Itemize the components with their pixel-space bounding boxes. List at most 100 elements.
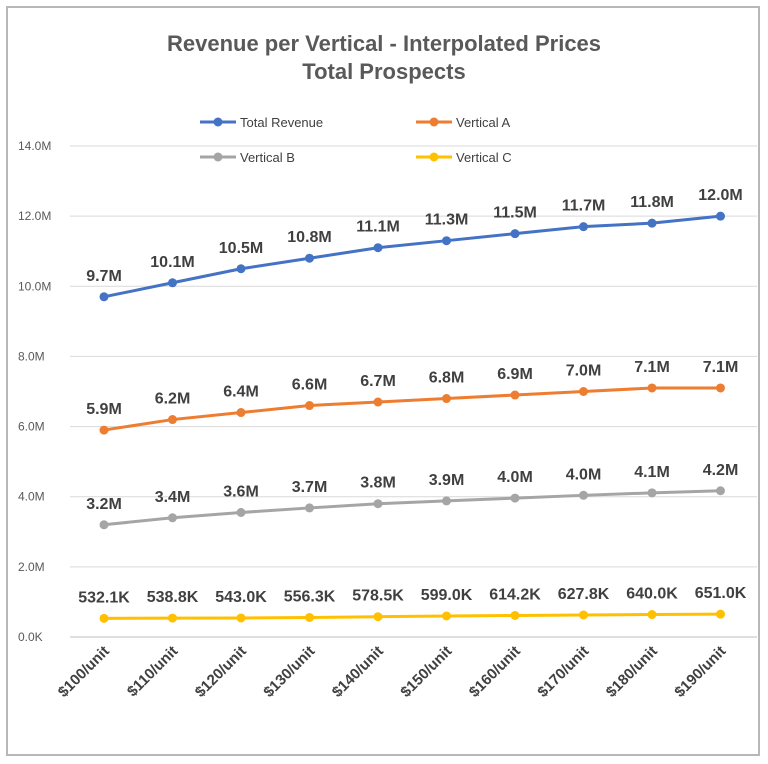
data-point: [168, 613, 177, 623]
data-label: 11.8M: [630, 194, 674, 211]
x-tick-label: $190/unit: [671, 643, 729, 701]
data-label: 538.8K: [147, 589, 199, 606]
data-label: 6.2M: [155, 391, 191, 408]
data-point: [236, 264, 246, 274]
data-point: [99, 613, 109, 623]
x-tick-label: $120/unit: [192, 643, 250, 701]
legend-label: Vertical B: [240, 150, 295, 165]
x-tick-label: $100/unit: [55, 643, 113, 701]
data-point: [236, 408, 246, 418]
data-label: 532.1K: [78, 589, 130, 606]
data-point: [510, 493, 520, 503]
data-label: 578.5K: [352, 588, 404, 605]
legend-swatch-marker: [429, 117, 439, 127]
data-point: [510, 610, 520, 620]
y-tick-label: 14.0M: [18, 139, 51, 153]
y-axis: 0.0K 2.0M 4.0M 6.0M 8.0M 10.0M 12.0M 14.0M: [18, 139, 51, 644]
legend-swatch-marker: [429, 152, 439, 162]
x-tick-label: $150/unit: [397, 643, 455, 701]
data-label: 7.1M: [703, 359, 739, 376]
series-1: 5.9M 6.2M 6.4M 6.6M 6.7M 6.8M 6.9M 7.0M 7.1M 7.1M: [86, 359, 738, 435]
data-label: 640.0K: [626, 586, 678, 603]
data-label: 6.8M: [429, 370, 465, 387]
data-point: [373, 612, 383, 622]
data-point: [99, 292, 109, 302]
series-line: [103, 386, 721, 432]
data-label: 4.0M: [497, 469, 533, 486]
x-tick-label: $180/unit: [603, 643, 661, 701]
x-tick-label: $160/unit: [466, 643, 524, 701]
data-label: 6.9M: [497, 366, 533, 383]
data-point: [716, 609, 725, 619]
series-group: 9.7M 10.1M 10.5M 10.8M 11.1M 11.3M 11.5M 11.7M 1…: [78, 187, 747, 623]
data-point: [99, 520, 109, 530]
data-point: [168, 278, 177, 288]
data-point: [442, 394, 451, 404]
data-label: 6.4M: [223, 384, 259, 401]
y-tick-label: 12.0M: [18, 209, 51, 223]
data-label: 3.2M: [86, 496, 122, 513]
data-label: 4.2M: [703, 462, 739, 479]
x-tick-label: $140/unit: [329, 643, 387, 701]
x-tick-label: $110/unit: [124, 643, 181, 700]
data-point: [647, 610, 657, 620]
data-point: [647, 383, 657, 393]
legend-item-1: Vertical A: [416, 115, 511, 130]
series-0: 9.7M 10.1M 10.5M 10.8M 11.1M 11.3M 11.5M 11.7M 1…: [86, 187, 743, 302]
data-point: [373, 397, 383, 407]
data-label: 3.6M: [223, 483, 259, 500]
data-point: [168, 415, 177, 425]
data-point: [716, 211, 725, 221]
data-point: [579, 610, 588, 620]
data-point: [579, 387, 588, 396]
data-point: [168, 513, 177, 523]
data-point: [305, 401, 314, 411]
data-point: [510, 390, 520, 400]
data-label: 556.3K: [284, 588, 336, 605]
data-point: [373, 243, 383, 253]
series-line: [103, 214, 721, 299]
x-axis: $100/unit $110/unit $120/unit $130/unit $140…: [55, 643, 730, 701]
data-label: 11.7M: [562, 198, 606, 215]
y-tick-label: 0.0K: [18, 630, 43, 644]
data-label: 10.5M: [219, 240, 263, 257]
data-point: [236, 613, 246, 623]
data-label: 7.0M: [566, 363, 602, 380]
data-label: 6.6M: [292, 377, 328, 394]
series-3: 532.1K 538.8K 543.0K 556.3K 578.5K 599.0K 614.…: [78, 585, 747, 623]
data-point: [510, 229, 520, 239]
legend: Total Revenue Vertical A Vertical B Vertica…: [200, 115, 512, 165]
data-point: [647, 218, 657, 228]
data-label: 5.9M: [86, 401, 122, 418]
chart-title: Revenue per Vertical - Interpolated Pric…: [167, 31, 601, 56]
data-label: 9.7M: [86, 268, 122, 285]
legend-label: Vertical A: [456, 115, 511, 130]
legend-item-2: Vertical B: [200, 150, 295, 165]
data-label: 10.1M: [150, 254, 194, 271]
data-point: [373, 499, 383, 509]
data-label: 11.1M: [356, 219, 400, 236]
data-point: [99, 425, 109, 435]
y-tick-label: 10.0M: [18, 279, 51, 293]
data-label: 6.7M: [360, 373, 396, 390]
data-label: 3.9M: [429, 472, 465, 489]
data-point: [716, 383, 725, 393]
x-tick-label: $170/unit: [534, 643, 592, 701]
data-label: 4.0M: [566, 466, 602, 483]
legend-label: Vertical C: [456, 150, 512, 165]
y-tick-label: 6.0M: [18, 420, 45, 434]
data-label: 543.0K: [215, 589, 267, 606]
data-point: [442, 611, 451, 621]
data-label: 12.0M: [698, 187, 742, 204]
data-point: [442, 236, 451, 246]
legend-swatch-marker: [213, 117, 223, 127]
data-label: 3.7M: [292, 479, 328, 496]
data-label: 10.8M: [287, 229, 331, 246]
data-point: [442, 496, 451, 506]
data-label: 11.5M: [493, 205, 537, 222]
data-label: 614.2K: [489, 586, 541, 603]
legend-swatch-marker: [213, 152, 223, 162]
data-point: [579, 222, 588, 232]
data-point: [647, 488, 657, 498]
